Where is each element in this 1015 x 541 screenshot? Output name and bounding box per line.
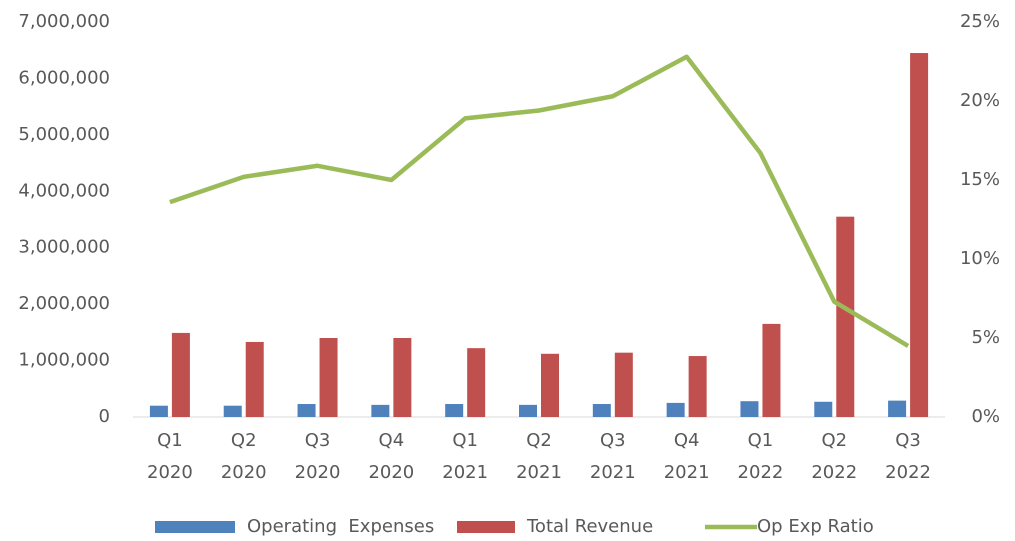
bar bbox=[371, 404, 390, 417]
x-tick-label: Q1 bbox=[157, 430, 183, 451]
y2-tick-label: 15% bbox=[960, 169, 1000, 190]
y-tick-label: 5,000,000 bbox=[18, 124, 110, 145]
bar bbox=[614, 352, 633, 417]
legend-label: Total Revenue bbox=[526, 516, 653, 537]
y-tick-label: 3,000,000 bbox=[18, 237, 110, 258]
bar bbox=[393, 338, 412, 417]
bar bbox=[910, 53, 929, 418]
y-tick-label: 0 bbox=[99, 406, 110, 427]
x-tick-label: 2020 bbox=[368, 462, 414, 483]
y2-tick-label: 10% bbox=[960, 248, 1000, 269]
x-tick-label: 2022 bbox=[738, 462, 784, 483]
x-tick-label: Q1 bbox=[748, 430, 774, 451]
x-tick-label: 2020 bbox=[295, 462, 341, 483]
x-tick-label: Q3 bbox=[305, 430, 331, 451]
bar bbox=[171, 332, 190, 417]
x-tick-label: 2021 bbox=[664, 462, 710, 483]
y-tick-label: 4,000,000 bbox=[18, 180, 110, 201]
x-tick-label: Q4 bbox=[674, 430, 700, 451]
bar bbox=[740, 401, 759, 417]
bar bbox=[467, 348, 486, 417]
x-tick-label: 2021 bbox=[442, 462, 488, 483]
x-tick-label: Q3 bbox=[895, 430, 921, 451]
bar bbox=[666, 402, 685, 417]
bar bbox=[223, 405, 242, 417]
y-tick-label: 2,000,000 bbox=[18, 293, 110, 314]
bar bbox=[541, 353, 559, 417]
bar bbox=[814, 401, 833, 417]
legend-swatch bbox=[155, 521, 235, 533]
y2-tick-label: 25% bbox=[960, 11, 1000, 32]
x-tick-label: Q2 bbox=[526, 430, 552, 451]
bar bbox=[592, 404, 611, 417]
bar bbox=[445, 404, 464, 417]
bar bbox=[688, 356, 707, 417]
bar bbox=[836, 216, 855, 417]
x-tick-label: 2022 bbox=[885, 462, 931, 483]
x-tick-label: 2020 bbox=[147, 462, 193, 483]
y2-tick-label: 0% bbox=[971, 406, 1000, 427]
x-tick-label: Q1 bbox=[452, 430, 478, 451]
line bbox=[169, 54, 910, 348]
x-tick-label: Q4 bbox=[379, 430, 405, 451]
x-tick-label: Q2 bbox=[231, 430, 257, 451]
x-tick-label: Q2 bbox=[821, 430, 847, 451]
bar bbox=[888, 400, 907, 417]
legend-label: Op Exp Ratio bbox=[757, 516, 874, 537]
x-tick-label: 2021 bbox=[590, 462, 636, 483]
x-tick-label: 2020 bbox=[221, 462, 267, 483]
legend-label: Operating Expenses bbox=[247, 516, 434, 537]
y-tick-label: 1,000,000 bbox=[18, 350, 110, 371]
bar bbox=[245, 341, 264, 417]
x-tick-label: Q3 bbox=[600, 430, 626, 451]
legend-swatch bbox=[457, 521, 515, 533]
bar bbox=[762, 323, 781, 417]
y2-tick-label: 5% bbox=[971, 327, 1000, 348]
bar bbox=[319, 338, 338, 417]
y2-tick-label: 20% bbox=[960, 90, 1000, 111]
bar bbox=[519, 404, 537, 417]
y-tick-label: 6,000,000 bbox=[18, 67, 110, 88]
bar bbox=[297, 404, 316, 417]
x-tick-label: 2022 bbox=[811, 462, 857, 483]
x-tick-label: 2021 bbox=[516, 462, 562, 483]
bar bbox=[149, 405, 168, 417]
y-tick-label: 7,000,000 bbox=[18, 11, 110, 32]
